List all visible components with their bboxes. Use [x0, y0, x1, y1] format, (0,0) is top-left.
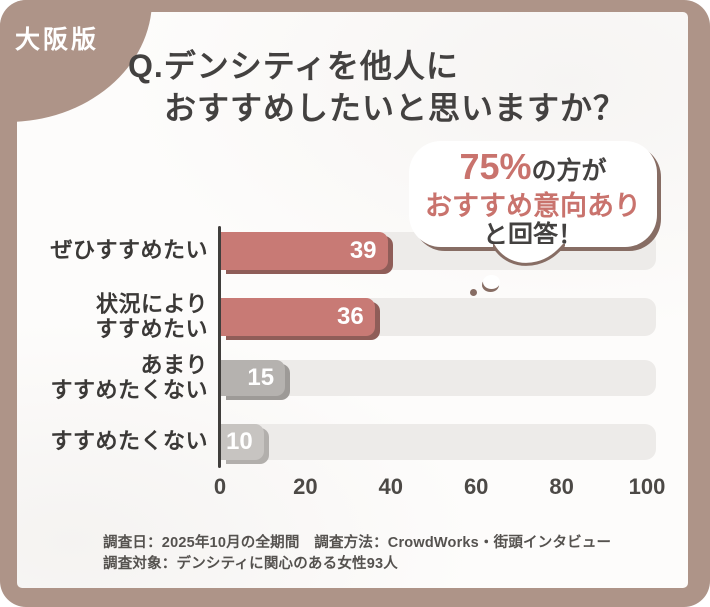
bubble-tail-icon [493, 244, 565, 266]
bar-value: 15 [247, 364, 275, 391]
survey-notes-line2: 調査対象：デンシティに関心のある女性93人 [103, 555, 398, 572]
x-tick-label: 40 [378, 474, 404, 499]
callout-line1: 75%の方が [409, 147, 657, 191]
survey-notes-line1: 調査日：2025年10月の全期間 調査方法：CrowdWorks・街頭インタビュ… [103, 535, 612, 551]
callout-suffix: の方が [531, 157, 607, 185]
bar-chart: ぜひすすめたい 39 状況により すすめたい 36 あまり すすめたくない 15 すすめたく… [50, 224, 665, 524]
callout-percentage: 75% [459, 146, 532, 187]
bar-track [221, 360, 656, 396]
callout-bubble: 75%の方が おすすめ意向あり と回答！ [409, 141, 657, 249]
x-tick-label: 0 [213, 474, 227, 499]
x-tick-label: 20 [293, 474, 318, 499]
bar-track [221, 424, 656, 460]
x-axis-ticks: 0 20 40 60 80 100 [214, 474, 665, 506]
bar: 36 [221, 298, 375, 336]
category-label: ぜひすすめたい [50, 237, 208, 263]
category-label: あまり すすめたくない [50, 352, 208, 402]
question-title-line1: Q.デンシティを他人に [128, 48, 459, 84]
bar-row: あまり すすめたくない 15 [50, 352, 658, 402]
question-title-line2: おすすめしたいと思いますか？ [164, 89, 627, 126]
category-label: 状況により すすめたい [95, 291, 208, 341]
callout-line2: おすすめ意向あり [425, 191, 641, 221]
edition-badge: 大阪版 [15, 26, 100, 54]
survey-notes: 調査日：2025年10月の全期間 調査方法：CrowdWorks・街頭インタビュ… [103, 533, 611, 574]
thought-dot-small-icon [470, 289, 477, 296]
bar: 15 [221, 360, 286, 396]
x-tick-label: 80 [549, 474, 574, 499]
bar-value: 10 [225, 428, 253, 455]
bar-value: 36 [337, 303, 364, 330]
category-label: すすめたくない [50, 428, 208, 454]
bar-row: すすめたくない 10 [50, 424, 658, 460]
x-tick-label: 100 [628, 474, 666, 499]
question-title: Q.デンシティを他人に おすすめしたいと思いますか？ [128, 46, 626, 129]
bar-value: 39 [349, 237, 377, 264]
thought-dot-large-icon [483, 275, 500, 289]
y-axis-line [218, 226, 221, 468]
x-tick-label: 60 [463, 474, 489, 499]
bar: 39 [221, 232, 388, 270]
bar-row: 状況により すすめたい 36 [95, 291, 658, 341]
bar: 10 [221, 424, 264, 460]
